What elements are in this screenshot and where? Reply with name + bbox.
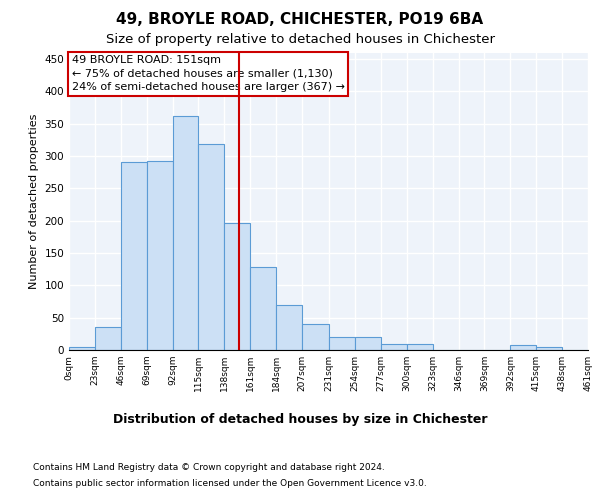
Bar xyxy=(173,116,199,350)
Bar xyxy=(224,222,250,350)
Bar xyxy=(329,337,355,350)
Bar xyxy=(355,337,381,350)
Bar xyxy=(121,162,146,350)
Text: Contains HM Land Registry data © Crown copyright and database right 2024.: Contains HM Land Registry data © Crown c… xyxy=(33,462,385,471)
Bar xyxy=(250,267,276,350)
Bar xyxy=(69,347,95,350)
Bar xyxy=(276,304,302,350)
Bar xyxy=(95,328,121,350)
Text: 49, BROYLE ROAD, CHICHESTER, PO19 6BA: 49, BROYLE ROAD, CHICHESTER, PO19 6BA xyxy=(116,12,484,28)
Text: 49 BROYLE ROAD: 151sqm
← 75% of detached houses are smaller (1,130)
24% of semi-: 49 BROYLE ROAD: 151sqm ← 75% of detached… xyxy=(71,56,344,92)
Bar xyxy=(511,346,536,350)
Y-axis label: Number of detached properties: Number of detached properties xyxy=(29,114,39,289)
Bar xyxy=(199,144,224,350)
Bar xyxy=(536,347,562,350)
Text: Distribution of detached houses by size in Chichester: Distribution of detached houses by size … xyxy=(113,412,487,426)
Text: Size of property relative to detached houses in Chichester: Size of property relative to detached ho… xyxy=(106,32,494,46)
Bar xyxy=(381,344,407,350)
Bar xyxy=(407,344,433,350)
Bar xyxy=(146,160,173,350)
Text: Contains public sector information licensed under the Open Government Licence v3: Contains public sector information licen… xyxy=(33,479,427,488)
Bar xyxy=(302,324,329,350)
